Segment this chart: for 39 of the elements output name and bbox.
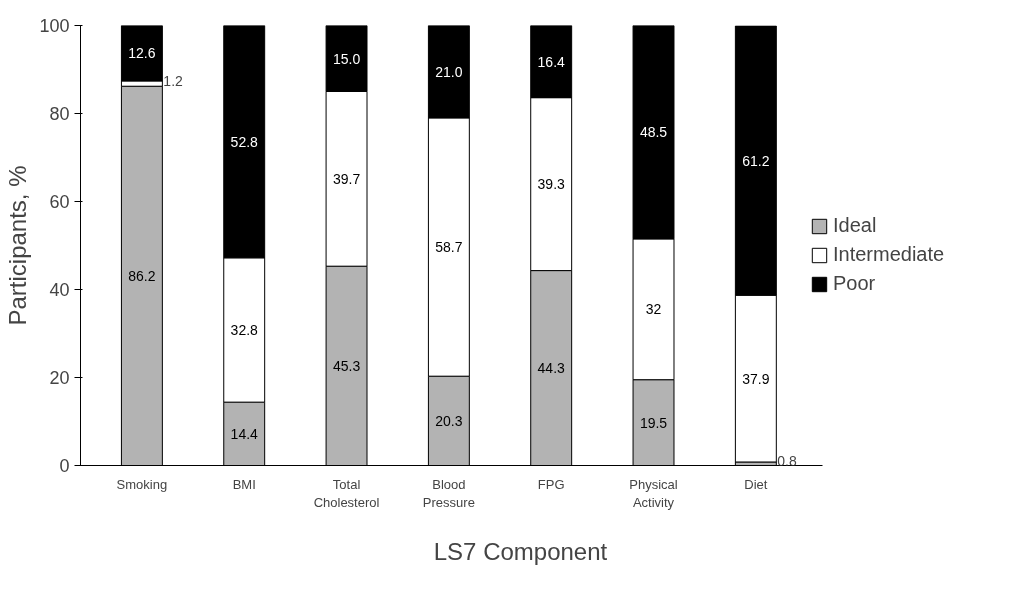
data-label: 44.3 <box>537 360 566 377</box>
legend-label: Ideal <box>833 214 877 237</box>
y-axis-title: Participants, % <box>4 165 32 326</box>
x-tick-label: FPG <box>537 476 565 492</box>
y-tick-label: 80 <box>49 104 70 124</box>
x-tick-label: Total Cholesterol <box>313 476 380 510</box>
y-tick-label: 100 <box>39 16 70 36</box>
y-tick-label: 60 <box>49 192 70 212</box>
data-label: 21.0 <box>435 63 463 80</box>
data-label: 37.9 <box>742 370 770 387</box>
data-label: 58.7 <box>435 239 463 256</box>
data-label: 16.4 <box>537 53 566 70</box>
data-label: 39.3 <box>537 176 566 193</box>
data-label: 61.2 <box>742 152 770 169</box>
x-tick-label: Smoking <box>116 476 168 492</box>
data-label: 45.3 <box>332 357 361 374</box>
data-label: 32 <box>645 301 662 318</box>
data-label: 20.3 <box>435 412 463 429</box>
data-label: 19.5 <box>639 414 668 431</box>
data-label: 15.0 <box>332 50 361 67</box>
data-label: 86.2 <box>128 267 156 284</box>
y-tick-label: 0 <box>59 456 70 476</box>
x-axis-title: LS7 Component <box>433 537 608 565</box>
y-tick-label: 20 <box>49 368 70 388</box>
y-tick-label: 40 <box>49 280 70 300</box>
data-label: 14.4 <box>230 425 259 442</box>
data-label: 32.8 <box>230 321 259 338</box>
data-label: 1.2 <box>163 73 184 90</box>
legend-label: Poor <box>833 272 876 295</box>
x-tick-label: Diet <box>744 476 768 492</box>
x-tick-label: BMI <box>232 476 256 492</box>
data-label: 12.6 <box>128 45 156 62</box>
x-tick-label: Physical Activity <box>629 476 678 510</box>
legend-label: Intermediate <box>833 243 945 266</box>
data-label: 52.8 <box>230 133 259 150</box>
data-label: 39.7 <box>332 170 361 187</box>
data-label: 0.8 <box>777 452 797 469</box>
x-tick-label: Blood Pressure <box>422 476 475 510</box>
data-label: 48.5 <box>639 124 668 141</box>
